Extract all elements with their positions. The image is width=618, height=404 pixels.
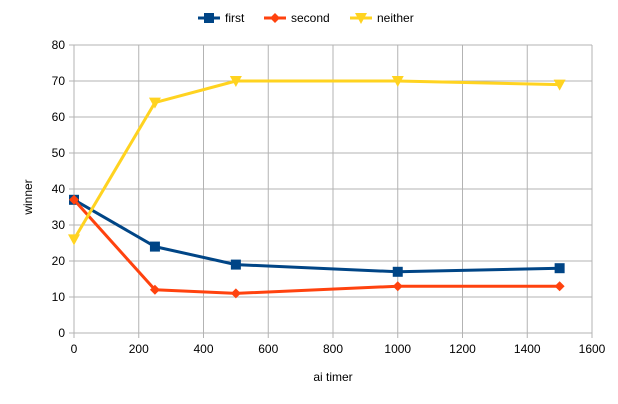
legend-item-first: first: [198, 11, 245, 25]
series-second: [69, 194, 565, 299]
y-tick-label: 60: [52, 110, 66, 124]
x-tick-label: 1400: [514, 342, 541, 356]
y-tick-label: 0: [58, 326, 65, 340]
y-tick-label: 30: [52, 218, 66, 232]
legend-item-neither: neither: [350, 11, 414, 25]
data-point-second: [392, 281, 403, 292]
series-line-second: [72, 198, 560, 295]
x-tick-label: 400: [193, 342, 213, 356]
series-first: [69, 194, 565, 277]
data-point-second: [69, 194, 79, 205]
data-point-neither: [68, 234, 80, 246]
data-point-second: [230, 288, 241, 299]
legend-label: neither: [377, 11, 414, 25]
legend-swatch-marker: [270, 13, 280, 23]
y-tick-label: 20: [52, 254, 66, 268]
data-point-first: [230, 259, 241, 270]
data-point-first: [554, 263, 565, 274]
x-tick-label: 0: [71, 342, 78, 356]
data-point-first: [149, 241, 160, 252]
y-tick-label: 10: [52, 290, 66, 304]
y-tick-label: 80: [52, 38, 66, 52]
series-neither: [68, 76, 566, 246]
axes: [69, 44, 593, 338]
y-tick-label: 70: [52, 74, 66, 88]
x-tick-label: 600: [258, 342, 278, 356]
x-tick-label: 800: [323, 342, 343, 356]
legend-item-second: second: [264, 11, 330, 25]
x-tick-label: 1000: [384, 342, 411, 356]
x-axis-label: ai timer: [313, 370, 352, 384]
y-tick-label: 50: [52, 146, 66, 160]
series-line-neither: [72, 79, 560, 241]
legend-label: second: [291, 11, 330, 25]
x-tick-label: 200: [129, 342, 149, 356]
x-tick-label: 1600: [579, 342, 606, 356]
legend: first second neither: [198, 11, 414, 25]
data-point-neither: [148, 97, 161, 109]
x-tick-label: 1200: [449, 342, 476, 356]
y-axis-label: winner: [21, 179, 35, 215]
legend-label: first: [225, 11, 245, 25]
data-point-neither: [553, 79, 566, 91]
data-point-second: [149, 284, 160, 295]
data-point-second: [554, 281, 565, 292]
legend-swatch-marker: [355, 13, 367, 24]
y-tick-label: 40: [52, 182, 66, 196]
series-group: [68, 76, 566, 299]
data-point-neither: [229, 76, 242, 87]
legend-swatch-marker: [204, 13, 214, 23]
data-point-first: [392, 266, 403, 277]
data-point-neither: [391, 76, 404, 87]
